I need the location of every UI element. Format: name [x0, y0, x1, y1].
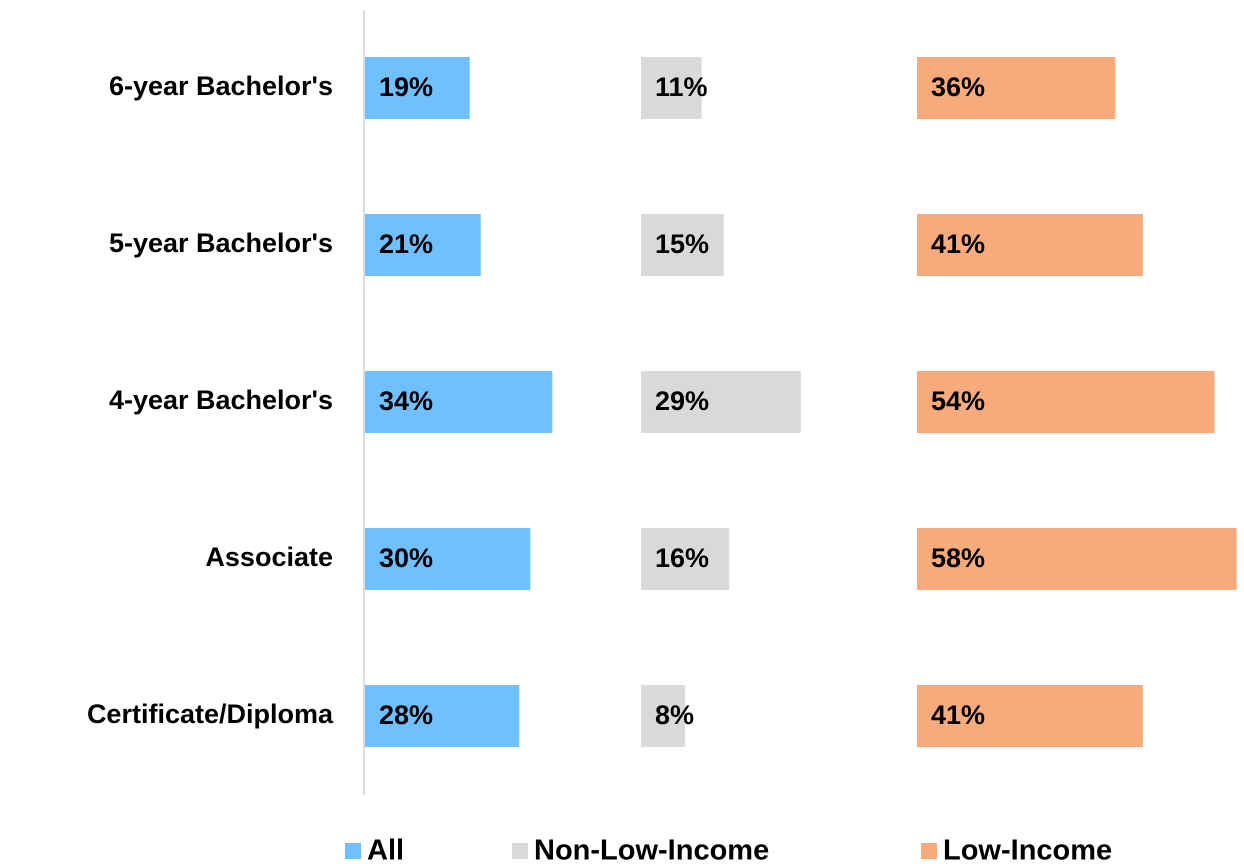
- data-label: 16%: [655, 543, 709, 573]
- data-label: 54%: [931, 386, 985, 416]
- data-label: 58%: [931, 543, 985, 573]
- data-label: 21%: [379, 229, 433, 259]
- bar: [917, 685, 1143, 747]
- data-label: 19%: [379, 72, 433, 102]
- data-label: 36%: [931, 72, 985, 102]
- bar: [365, 371, 553, 433]
- bar: [365, 528, 531, 590]
- bar: [917, 57, 1116, 119]
- data-label: 11%: [655, 72, 708, 102]
- legend-label: Low-Income: [943, 835, 1112, 864]
- legend-swatch: [921, 843, 937, 859]
- data-label: 29%: [655, 386, 709, 416]
- legend-swatch: [345, 843, 361, 859]
- category-label: 5-year Bachelor's: [109, 228, 333, 258]
- data-label: 41%: [931, 229, 985, 259]
- bar: [917, 371, 1215, 433]
- category-label: Associate: [205, 542, 333, 572]
- bar: [365, 685, 520, 747]
- bar: [917, 528, 1237, 590]
- data-label: 41%: [931, 700, 985, 730]
- data-label: 34%: [379, 386, 433, 416]
- category-label: 6-year Bachelor's: [109, 71, 333, 101]
- data-label: 15%: [655, 229, 709, 259]
- legend-label: All: [367, 835, 404, 864]
- bar: [365, 214, 481, 276]
- legend-swatch: [512, 843, 528, 859]
- legend-label: Non-Low-Income: [534, 835, 769, 864]
- bar: [917, 214, 1143, 276]
- bar: [641, 528, 730, 590]
- bar: [641, 371, 801, 433]
- bar: [365, 57, 470, 119]
- bar: [641, 57, 702, 119]
- bar: [641, 214, 724, 276]
- category-label: 4-year Bachelor's: [109, 385, 333, 415]
- category-label: Certificate/Diploma: [87, 699, 334, 729]
- data-label: 30%: [379, 543, 433, 573]
- data-label: 28%: [379, 700, 433, 730]
- data-label: 8%: [655, 700, 694, 730]
- bar: [641, 685, 686, 747]
